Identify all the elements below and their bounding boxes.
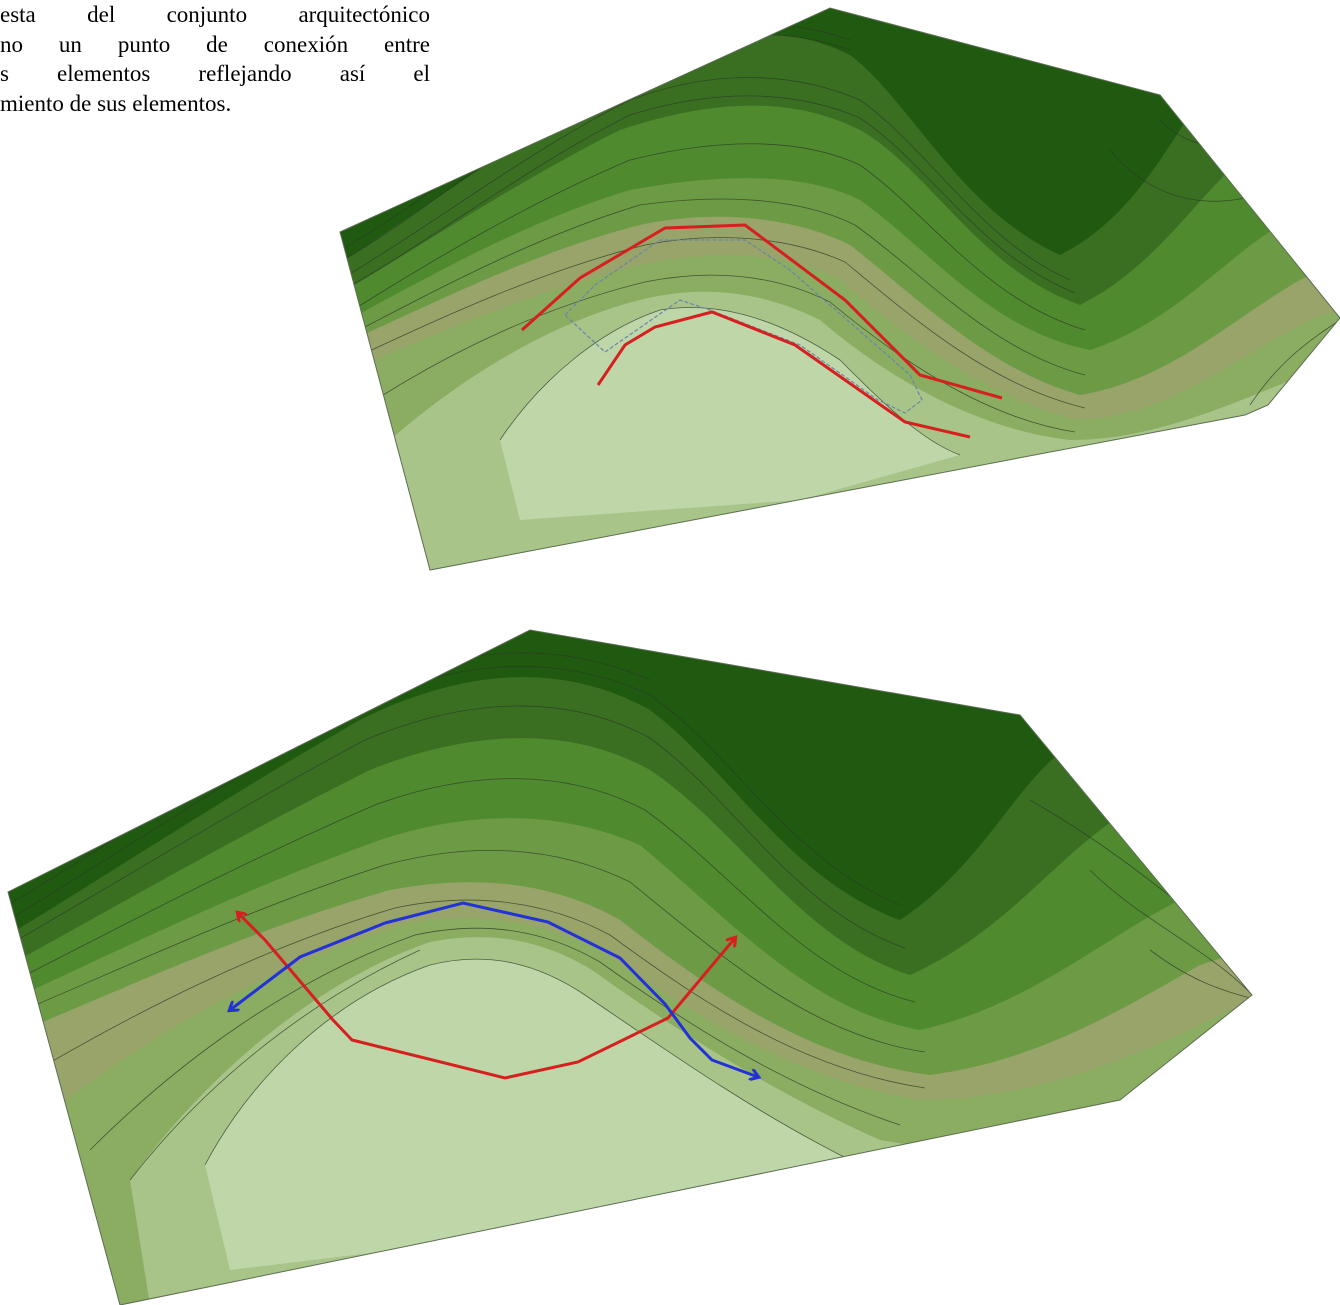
blue-arrow-path [230, 901, 758, 1077]
contour-lines-bottom [8, 652, 1252, 1181]
text-line: esta del conjunto arquitectónico [0, 2, 430, 27]
red-path-lower [596, 310, 971, 439]
top-terrain-diagram [339, 7, 1340, 571]
text-line: miento de sus elementos. [0, 90, 232, 116]
red-path-upper [520, 223, 1003, 400]
bottom-terrain-diagram [7, 629, 1253, 1305]
terrain-bands-top [340, 8, 1340, 570]
text-line: s elementos reflejando así el [0, 61, 430, 86]
text-line: no un punto de conexión entre [0, 31, 430, 57]
terrain-bands-bottom [8, 630, 1252, 1305]
red-arrow-path [238, 913, 735, 1080]
slab-outline [564, 239, 923, 414]
paragraph-fragment: esta del conjunto arquitectónico no un p… [0, 0, 430, 118]
